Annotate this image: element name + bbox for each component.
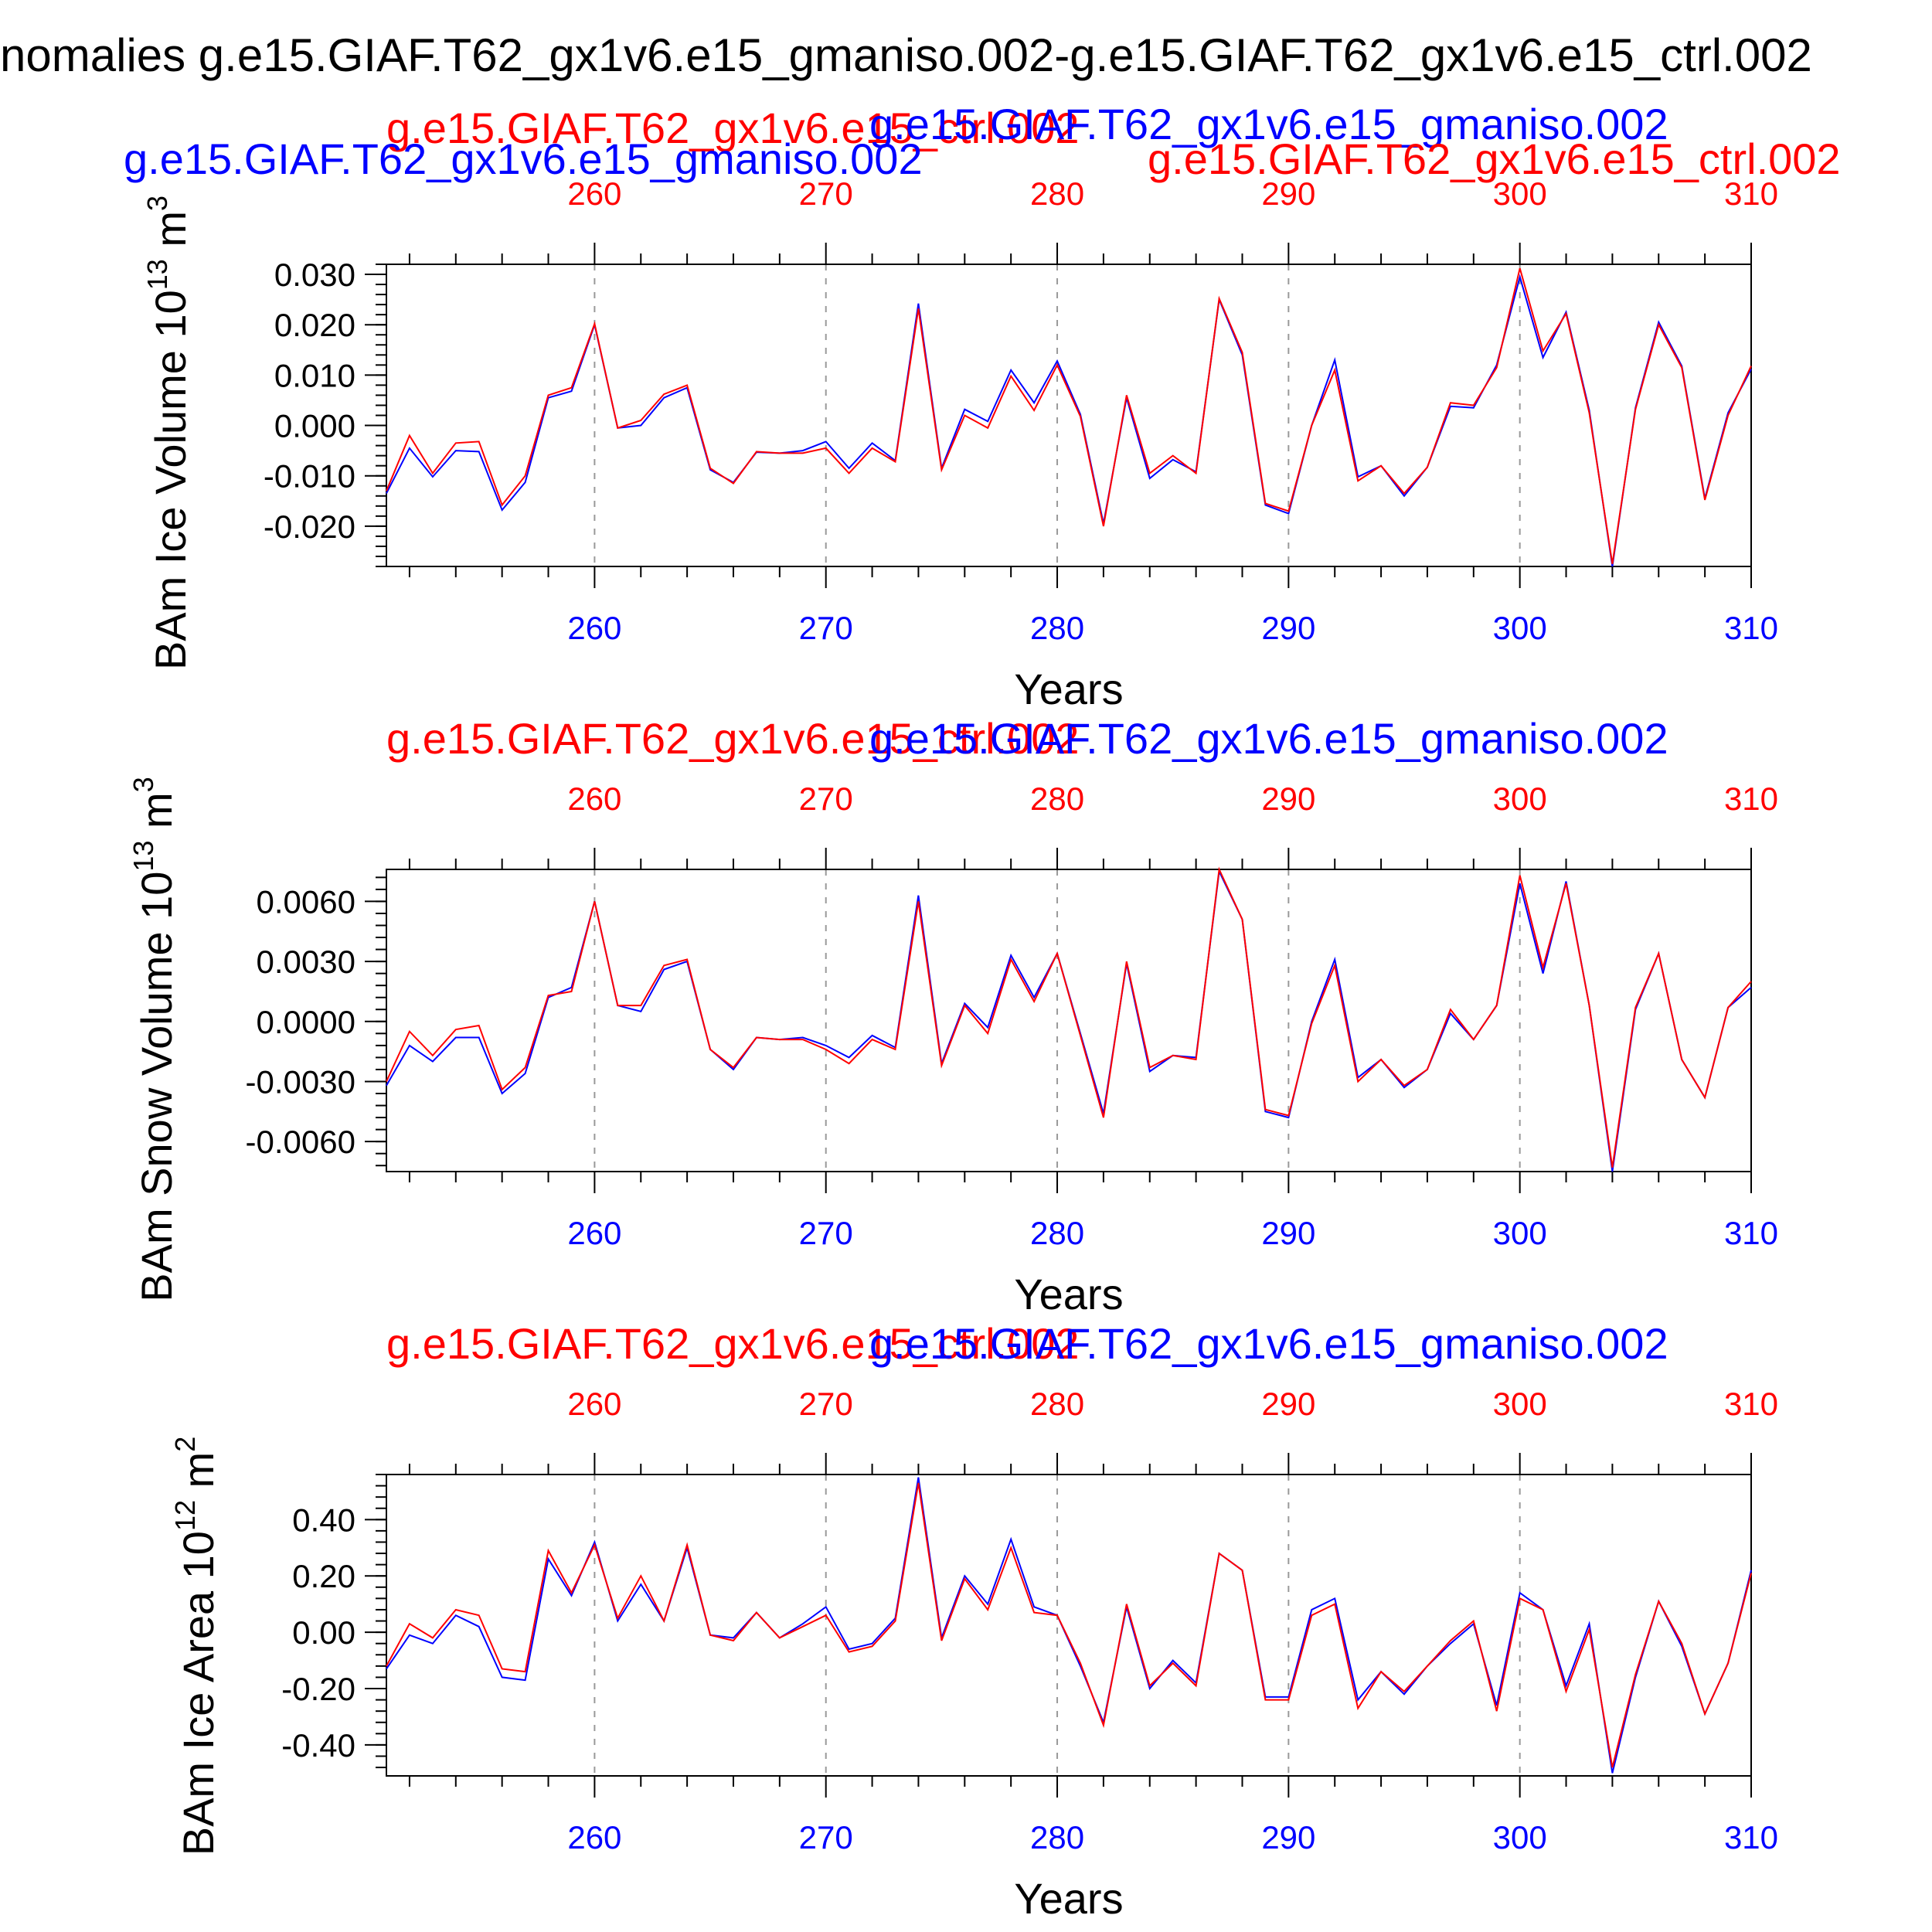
x-tick-label-bottom: 310 xyxy=(1724,610,1778,646)
x-tick-label-top: 260 xyxy=(567,781,621,817)
x-tick-label-top: 300 xyxy=(1493,175,1547,212)
x-tick-label-top: 270 xyxy=(799,1386,853,1422)
case-label-red: g.e15.GIAF.T62_gx1v6.e15_ctrl.002 xyxy=(386,714,1080,763)
plot-frame xyxy=(386,1474,1752,1777)
series-line-red xyxy=(386,1482,1752,1768)
case-label-red: g.e15.GIAF.T62_gx1v6.e15_ctrl.002 xyxy=(386,1319,1080,1368)
series-line-red xyxy=(386,267,1752,564)
y-tick-label: 0.0030 xyxy=(257,944,355,980)
x-tick-label-bottom: 260 xyxy=(567,1819,621,1855)
x-axis-label: Years xyxy=(1014,665,1123,713)
case-label-blue: g.e15.GIAF.T62_gx1v6.e15_gmaniso.002 xyxy=(869,1319,1668,1368)
y-tick-label: -0.20 xyxy=(281,1671,355,1707)
x-tick-label-bottom: 290 xyxy=(1261,1215,1315,1251)
y-tick-label: 0.20 xyxy=(292,1558,355,1594)
x-tick-label-bottom: 260 xyxy=(567,1215,621,1251)
y-tick-label: 0.40 xyxy=(292,1502,355,1538)
case-label-red: g.e15.GIAF.T62_gx1v6.e15_ctrl.002 xyxy=(1148,134,1841,183)
y-tick-label: 0.00 xyxy=(292,1614,355,1651)
x-axis-label: Years xyxy=(1014,1270,1123,1318)
y-tick-label: 0.0000 xyxy=(257,1004,355,1040)
x-tick-label-top: 280 xyxy=(1030,781,1084,817)
panels: -0.020 -0.010 0.000 0.010 0.020 0.030 260 260 27… xyxy=(124,100,1841,1923)
chart-panel-1: -0.020 -0.010 0.000 0.010 0.020 0.030 260 260 27… xyxy=(124,100,1841,713)
x-tick-label-bottom: 280 xyxy=(1030,1215,1084,1251)
plot-frame xyxy=(386,264,1752,567)
x-tick-label-bottom: 310 xyxy=(1724,1215,1778,1251)
x-tick-label-top: 280 xyxy=(1030,175,1084,212)
y-tick-label: 0.030 xyxy=(274,257,355,293)
case-label-blue: g.e15.GIAF.T62_gx1v6.e15_gmaniso.002 xyxy=(124,134,923,183)
x-tick-label-bottom: 300 xyxy=(1493,1819,1547,1855)
y-tick-label: -0.0030 xyxy=(246,1063,355,1100)
x-axis-label: Years xyxy=(1014,1874,1123,1923)
x-tick-label-bottom: 270 xyxy=(799,1215,853,1251)
case-label-red: g.e15.GIAF.T62_gx1v6.e15_ctrl.002 xyxy=(386,104,1080,152)
figure-title: Anomalies g.e15.GIAF.T62_gx1v6.e15_gmani… xyxy=(0,29,1812,81)
x-tick-label-top: 290 xyxy=(1261,781,1315,817)
x-tick-label-top: 300 xyxy=(1493,1386,1547,1422)
x-tick-label-bottom: 290 xyxy=(1261,1819,1315,1855)
y-axis-label: BAm Ice Area 1012 m2 xyxy=(169,1437,223,1856)
x-tick-label-bottom: 280 xyxy=(1030,1819,1084,1855)
x-tick-label-top: 290 xyxy=(1261,1386,1315,1422)
y-tick-label: 0.000 xyxy=(274,408,355,444)
x-tick-label-top: 270 xyxy=(799,175,853,212)
series-line-blue xyxy=(386,274,1752,567)
x-tick-label-top: 260 xyxy=(567,175,621,212)
x-tick-label-bottom: 300 xyxy=(1493,610,1547,646)
y-tick-label: -0.0060 xyxy=(246,1124,355,1160)
y-tick-label: 0.010 xyxy=(274,357,355,393)
chart-panel-3: -0.40 -0.20 0.00 0.20 0.40 260 260 270 270 280 280… xyxy=(169,1319,1778,1923)
y-tick-label: -0.010 xyxy=(264,458,355,495)
x-tick-label-top: 260 xyxy=(567,1386,621,1422)
x-tick-label-bottom: 270 xyxy=(799,1819,853,1855)
x-tick-label-top: 310 xyxy=(1724,175,1778,212)
x-tick-label-top: 300 xyxy=(1493,781,1547,817)
y-tick-label: -0.020 xyxy=(264,509,355,545)
x-tick-label-top: 270 xyxy=(799,781,853,817)
x-tick-label-bottom: 300 xyxy=(1493,1215,1547,1251)
x-tick-label-bottom: 290 xyxy=(1261,610,1315,646)
x-tick-label-bottom: 270 xyxy=(799,610,853,646)
series-line-blue xyxy=(386,1477,1752,1774)
y-tick-label: -0.40 xyxy=(281,1727,355,1764)
x-tick-label-top: 310 xyxy=(1724,781,1778,817)
x-tick-label-bottom: 280 xyxy=(1030,610,1084,646)
y-tick-label: 0.0060 xyxy=(257,883,355,920)
x-tick-label-top: 310 xyxy=(1724,1386,1778,1422)
x-tick-label-top: 290 xyxy=(1261,175,1315,212)
y-tick-label: 0.020 xyxy=(274,307,355,343)
series-line-red xyxy=(386,866,1752,1168)
x-tick-label-top: 280 xyxy=(1030,1386,1084,1422)
case-label-blue: g.e15.GIAF.T62_gx1v6.e15_gmaniso.002 xyxy=(869,714,1668,763)
y-axis-label: BAm Snow Volume 1013 m3 xyxy=(128,777,181,1301)
y-axis-label: BAm Ice Volume 1013 m3 xyxy=(141,196,195,670)
x-tick-label-bottom: 260 xyxy=(567,610,621,646)
chart-panel-2: -0.0060 -0.0030 0.0000 0.0030 0.0060 260 260 27… xyxy=(128,714,1778,1318)
plot-frame xyxy=(386,869,1752,1172)
x-tick-label-bottom: 310 xyxy=(1724,1819,1778,1855)
case-label-blue: g.e15.GIAF.T62_gx1v6.e15_gmaniso.002 xyxy=(869,100,1668,148)
